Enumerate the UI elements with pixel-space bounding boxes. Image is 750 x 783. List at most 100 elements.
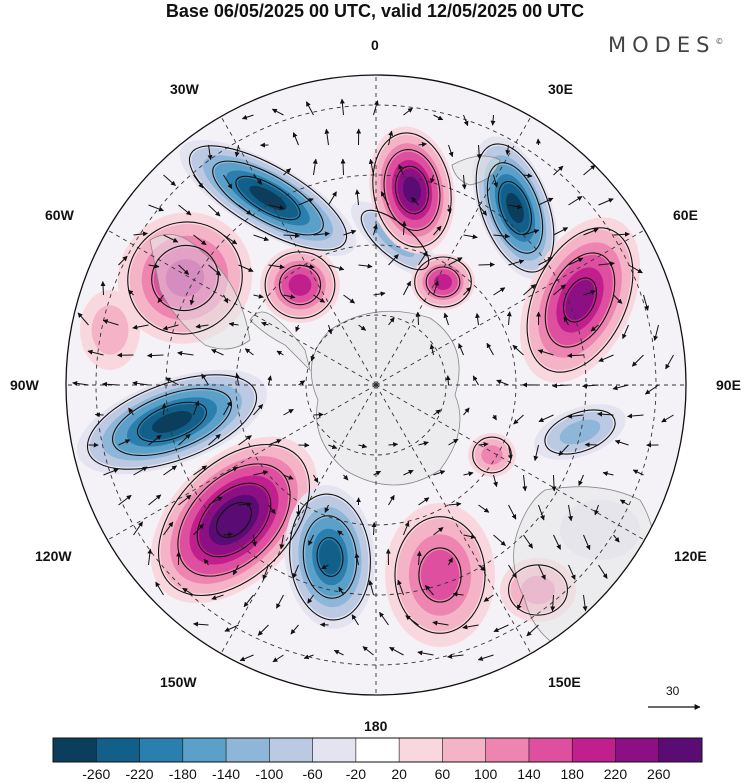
- wind-vector: [253, 174, 263, 185]
- wind-vector: [358, 443, 368, 449]
- wind-vector: [483, 594, 494, 602]
- wind-vector: [448, 557, 453, 566]
- wind-vector: [257, 624, 269, 636]
- wind-vector: [132, 380, 149, 386]
- wind-vector: [354, 552, 360, 566]
- lon-label-60e: 60E: [673, 207, 698, 223]
- wind-vector: [478, 204, 488, 216]
- wind-vector: [448, 438, 459, 446]
- wind-vector: [398, 164, 404, 176]
- wind-vector: [208, 433, 221, 446]
- wind-vector: [253, 234, 270, 242]
- colorbar-tick-label: -180: [168, 766, 197, 782]
- wind-vector: [462, 624, 479, 630]
- wind-vector: [147, 548, 153, 566]
- wind-vector: [418, 251, 428, 266]
- wind-vector: [537, 349, 554, 356]
- colorbar-tick-label: 100: [473, 766, 498, 782]
- wind-vector: [223, 400, 232, 416]
- wind-vector: [445, 375, 451, 386]
- wind-vector: [127, 289, 134, 296]
- wind-vector: [478, 504, 490, 513]
- wind-vector: [523, 173, 533, 179]
- wind-vector: [77, 312, 89, 326]
- wind-vector: [308, 534, 314, 546]
- wind-vector: [583, 228, 599, 236]
- wind-vector: [253, 404, 264, 416]
- colorbar-tick-label: 220: [603, 766, 628, 782]
- map-border: [65, 74, 687, 696]
- wind-vector: [94, 412, 104, 418]
- wind-vector: [433, 225, 442, 236]
- colorbar-tick-label: 60: [434, 766, 451, 782]
- wind-vector: [182, 587, 194, 596]
- wind-vector: [523, 229, 540, 236]
- lon-label-60w: 60W: [45, 207, 74, 223]
- wind-vector: [613, 231, 630, 237]
- wind-vector: [443, 312, 449, 326]
- wind-vector: [148, 263, 160, 269]
- wind-vector: [429, 343, 435, 356]
- wind-vector: [373, 100, 379, 116]
- wind-vector: [328, 264, 345, 271]
- wind-vector: [432, 620, 449, 626]
- wind-vector: [313, 294, 326, 303]
- wind-vector: [343, 474, 349, 481]
- wind-vector: [243, 594, 254, 608]
- wind-vector: [178, 204, 192, 216]
- wind-vector: [433, 114, 444, 121]
- wind-vector: [307, 594, 314, 604]
- wind-vector: [310, 354, 316, 362]
- wind-vector: [276, 594, 284, 609]
- wind-vector: [328, 444, 338, 449]
- wind-vector: [563, 316, 569, 326]
- wind-vector: [418, 142, 427, 147]
- wind-vector: [372, 223, 378, 236]
- wind-vector: [228, 321, 239, 327]
- wind-vector: [324, 128, 330, 146]
- wind-vector: [506, 311, 512, 326]
- wind-vector: [165, 377, 179, 386]
- wind-vector: [223, 294, 229, 304]
- wind-vector: [613, 294, 623, 304]
- lon-label-0: 0: [371, 37, 379, 53]
- wind-vector: [493, 287, 506, 296]
- wind-vector: [553, 165, 564, 176]
- wind-vector: [461, 174, 467, 190]
- wind-vector: [598, 354, 614, 362]
- wind-vector: [567, 413, 584, 419]
- wind-vector: [148, 204, 164, 212]
- lon-label-90w: 90W: [10, 377, 39, 393]
- wind-vector: [496, 379, 509, 386]
- colorbar-tick-label: 180: [560, 766, 584, 782]
- wind-vector: [238, 204, 252, 215]
- wind-vector: [552, 383, 569, 389]
- wind-vector: [558, 444, 569, 456]
- colorbar-tick-label: -220: [125, 766, 154, 782]
- wind-vector: [340, 158, 346, 176]
- colorbar-tick-label: -140: [212, 766, 241, 782]
- wind-vector: [538, 414, 554, 422]
- wind-vector: [388, 442, 399, 448]
- wind-vector: [403, 521, 410, 536]
- wind-vector: [598, 564, 608, 579]
- wind-vector: [362, 646, 374, 656]
- wind-vector: [283, 408, 294, 416]
- wind-vector: [550, 594, 556, 612]
- wind-vector: [161, 402, 167, 416]
- wind-vector: [405, 615, 419, 626]
- wind-vector: [598, 261, 615, 267]
- wind-vector: [298, 264, 315, 270]
- wind-vector: [343, 294, 355, 304]
- wind-vector: [582, 594, 588, 612]
- wind-vector: [516, 594, 524, 611]
- wind-vector: [368, 158, 374, 176]
- wind-vector: [268, 264, 285, 270]
- map-title: Base 06/05/2025 00 UTC, valid 12/05/2025…: [165, 1, 585, 21]
- anomaly-region: [369, 126, 455, 254]
- wind-vector: [223, 234, 238, 245]
- wind-vector: [508, 504, 517, 520]
- wind-vector: [388, 494, 395, 506]
- wind-vector: [178, 433, 191, 446]
